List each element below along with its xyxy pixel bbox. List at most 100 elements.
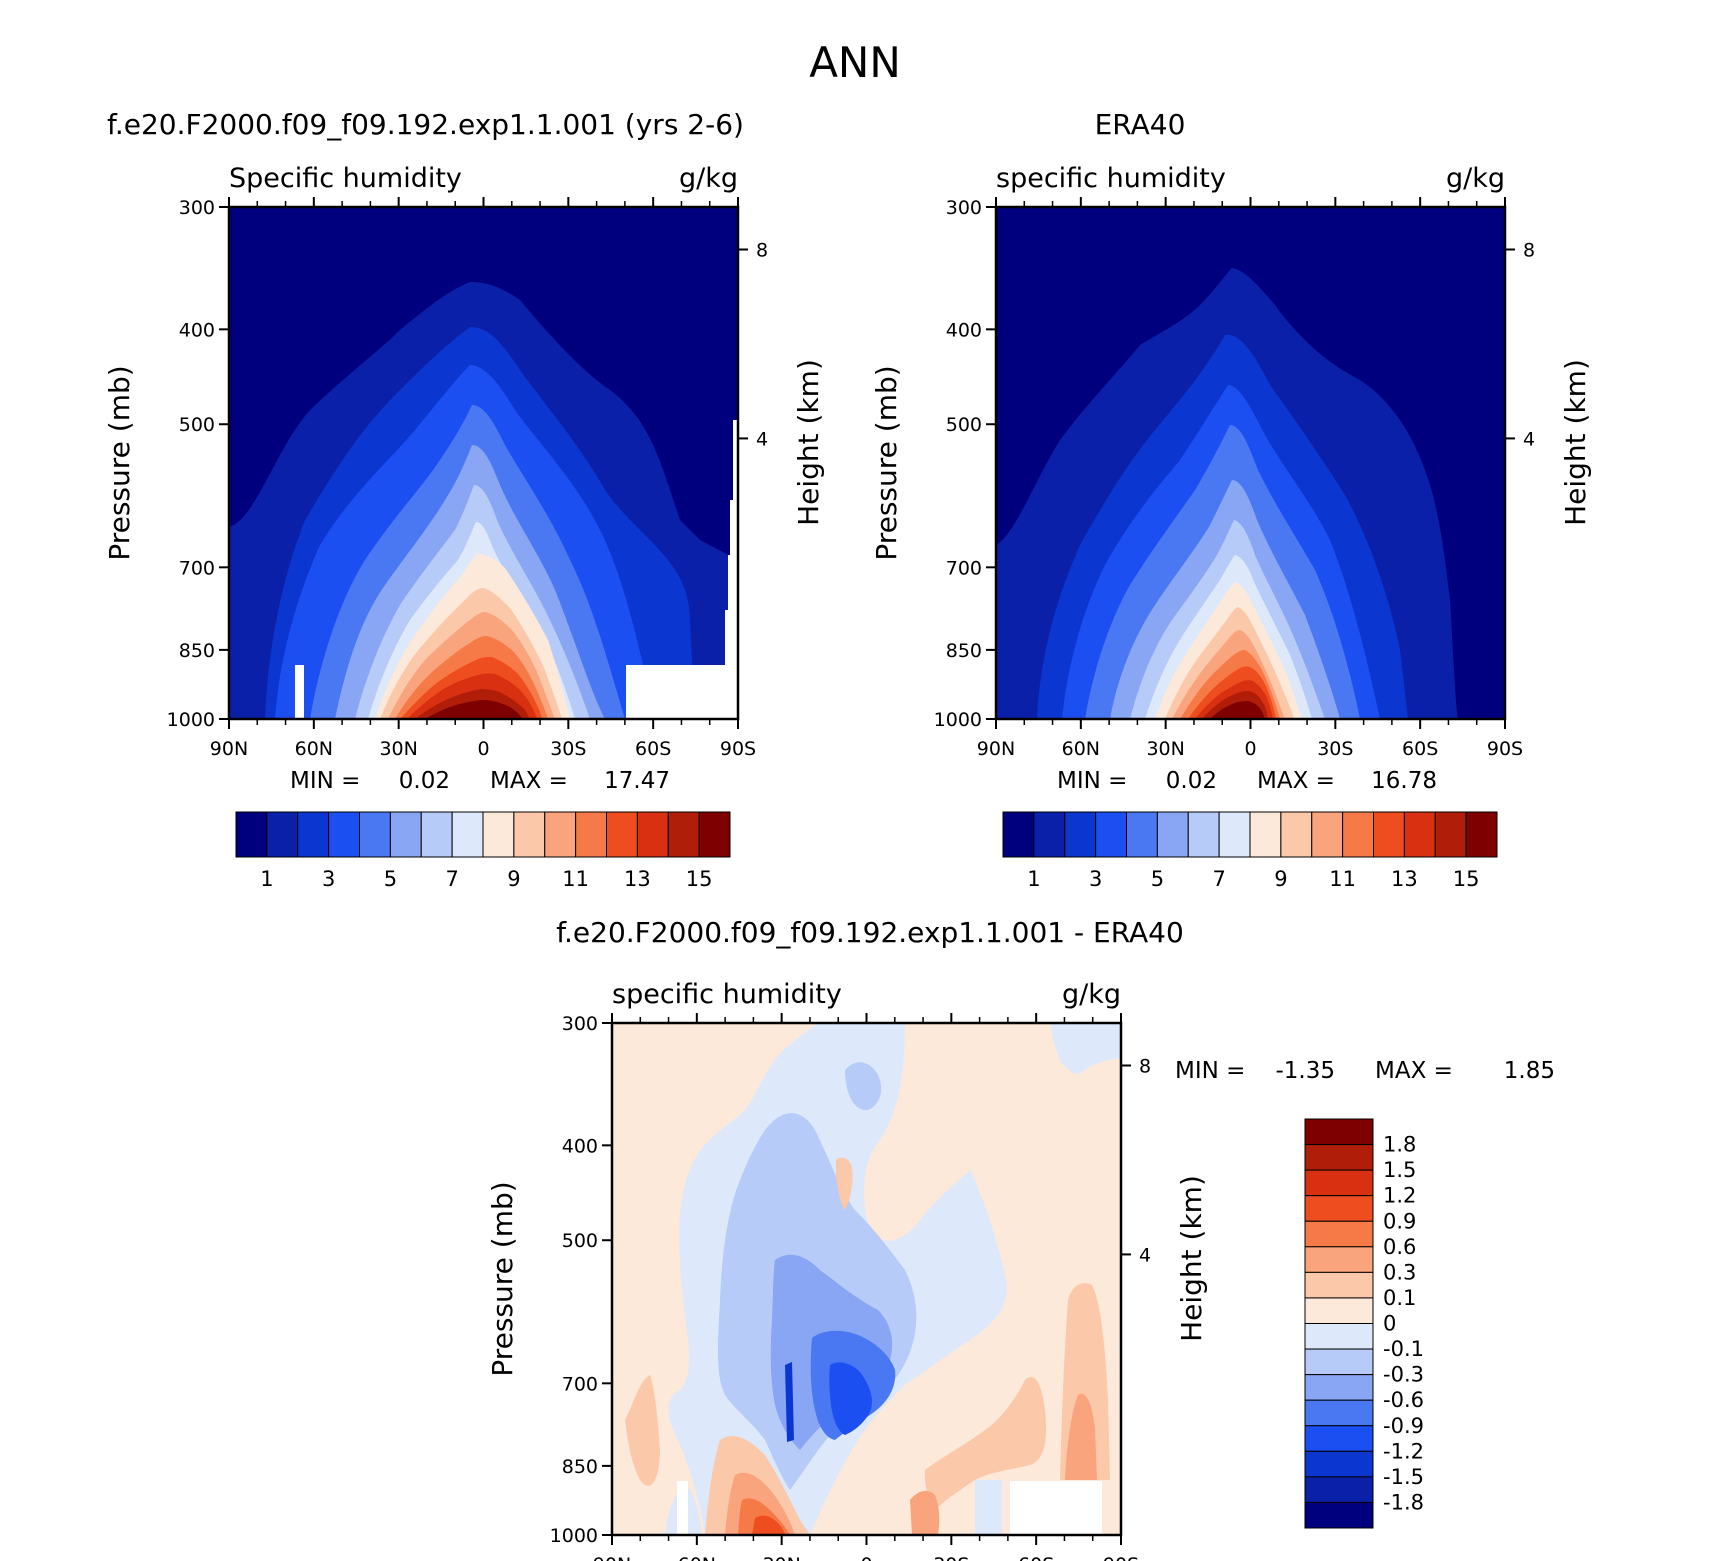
contour-negative-1.2 xyxy=(785,1362,794,1442)
colorbar-swatch xyxy=(266,811,299,858)
x-tick-label: 60S xyxy=(1402,738,1438,760)
colorbar-swatch xyxy=(1304,1476,1374,1503)
contours-difference xyxy=(612,1023,1121,1535)
colorbar-swatch xyxy=(1304,1501,1374,1529)
colorbar-label: 0 xyxy=(1383,1312,1396,1336)
colorbar-swatch xyxy=(328,811,360,858)
colorbar-label: 1.5 xyxy=(1383,1158,1416,1182)
colorbar-swatch xyxy=(1304,1297,1374,1324)
colorbar-label: 3 xyxy=(1089,867,1102,891)
colorbar-label: 0.3 xyxy=(1383,1260,1416,1284)
min-label: MIN = xyxy=(290,768,360,794)
colorbar-swatch xyxy=(1304,1271,1374,1299)
height-axis-label: Height (km) xyxy=(1559,359,1592,526)
colorbar-label: 9 xyxy=(1274,867,1287,891)
colorbar-label: 1.8 xyxy=(1383,1133,1416,1157)
contour-level-16 xyxy=(425,700,523,719)
x-tick-label: 90N xyxy=(977,738,1015,760)
colorbar-swatch xyxy=(235,811,268,858)
colorbar-label: 5 xyxy=(384,867,397,891)
y-tick-label: 850 xyxy=(946,640,982,662)
colorbar-swatch xyxy=(1280,811,1313,858)
colorbar-label: 11 xyxy=(1329,867,1356,891)
contour-negative-0.9 xyxy=(829,1362,872,1435)
max-value: 1.85 xyxy=(1504,1058,1555,1084)
missing-data-topography xyxy=(677,1481,1102,1535)
plot-variable-label: specific humidity xyxy=(996,163,1226,194)
colorbar-swatch xyxy=(1218,811,1251,858)
min-label: MIN = xyxy=(1057,768,1127,794)
colorbar-swatch xyxy=(1064,811,1097,858)
max-label: MAX = xyxy=(1257,768,1335,794)
y-tick-label: 500 xyxy=(562,1230,598,1252)
colorbar-label: 3 xyxy=(322,867,335,891)
plot-era40 xyxy=(994,205,1507,721)
colorbar-label: 7 xyxy=(1212,867,1225,891)
colorbar-swatch xyxy=(1304,1450,1374,1478)
contour-negative-0.1-b xyxy=(845,1062,882,1111)
colorbar-swatch xyxy=(1002,811,1035,858)
height-tick-label: 4 xyxy=(1523,428,1535,450)
x-tick-label: 60N xyxy=(295,738,333,760)
colorbar-label: 0.6 xyxy=(1383,1235,1416,1259)
colorbar-p2 xyxy=(1304,1118,1374,1529)
colorbar-swatch xyxy=(420,811,453,858)
max-value: 17.47 xyxy=(604,768,670,794)
colorbar-swatch xyxy=(1403,811,1436,858)
x-tick-label: 0 xyxy=(477,738,489,760)
x-tick-label: 60N xyxy=(678,1554,716,1561)
colorbar-label: 1 xyxy=(260,867,273,891)
contour-positive-0.9-low xyxy=(752,1515,786,1535)
colorbar-swatch xyxy=(1033,811,1066,858)
colorbar-swatch xyxy=(606,811,638,858)
colorbar-swatch xyxy=(1304,1220,1374,1248)
colorbar-swatch xyxy=(1304,1246,1374,1273)
colorbar-label: 0.9 xyxy=(1383,1209,1416,1233)
y-tick-label: 700 xyxy=(562,1373,598,1395)
y-tick-label: 300 xyxy=(946,197,982,219)
plot-units-label: g/kg xyxy=(1446,163,1505,194)
colorbar-swatch xyxy=(1187,811,1220,858)
contour-positive-0.1-sh xyxy=(924,1376,1047,1510)
x-tick-label: 0 xyxy=(1244,738,1256,760)
y-axis-label: Pressure (mb) xyxy=(103,365,136,560)
max-label: MAX = xyxy=(1375,1058,1453,1084)
colorbar-swatch xyxy=(667,811,700,858)
colorbar-swatch xyxy=(1304,1399,1374,1427)
colorbar-swatch xyxy=(1434,811,1467,858)
contour-negative-small-2 xyxy=(1050,1023,1121,1074)
colorbar-label: 5 xyxy=(1151,867,1164,891)
colorbar-label: -0.1 xyxy=(1383,1337,1424,1361)
colorbar-label: 13 xyxy=(1391,867,1418,891)
colorbar-swatch xyxy=(1304,1169,1374,1197)
contour-level-16 xyxy=(1210,701,1265,719)
min-label: MIN = xyxy=(1175,1058,1245,1084)
y-tick-label: 850 xyxy=(179,640,215,662)
contour-positive-0.3-right xyxy=(1065,1393,1097,1480)
colorbar-swatch xyxy=(1465,811,1498,858)
y-tick-label: 700 xyxy=(946,557,982,579)
max-value: 16.78 xyxy=(1371,768,1437,794)
colorbar-swatch xyxy=(575,811,607,858)
y-tick-label: 700 xyxy=(179,557,215,579)
plot-variable-label: specific humidity xyxy=(612,979,842,1010)
x-tick-label: 60N xyxy=(1062,738,1100,760)
colorbar-swatch xyxy=(1304,1323,1374,1350)
x-tick-label: 90S xyxy=(1103,1554,1139,1561)
colorbar-label: -0.6 xyxy=(1383,1388,1424,1412)
height-tick-label: 8 xyxy=(756,239,768,261)
min-value: -1.35 xyxy=(1275,1058,1335,1084)
x-tick-label: 90N xyxy=(210,738,248,760)
plot-difference xyxy=(610,1021,1123,1537)
height-axis-label: Height (km) xyxy=(1175,1175,1208,1342)
y-tick-label: 300 xyxy=(179,197,215,219)
colorbar-label: -1.5 xyxy=(1383,1465,1424,1489)
x-tick-label: 90N xyxy=(593,1554,631,1561)
colorbar-swatch xyxy=(1311,811,1344,858)
contour-positive-0.3-sh xyxy=(910,1490,940,1535)
max-label: MAX = xyxy=(490,768,568,794)
x-tick-label: 90S xyxy=(720,738,756,760)
contour-positive-0.1-eq xyxy=(836,1157,853,1210)
plot-units-label: g/kg xyxy=(679,163,738,194)
